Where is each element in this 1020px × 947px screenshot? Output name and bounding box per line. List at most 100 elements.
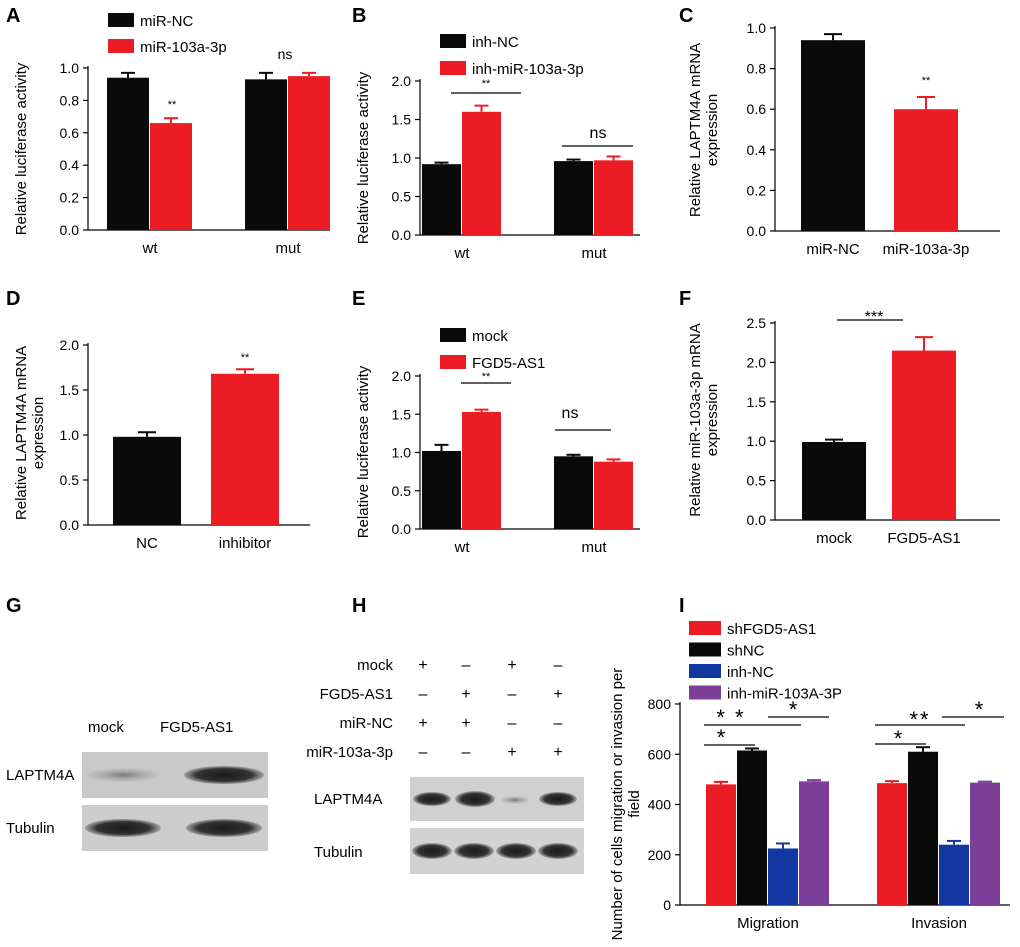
significance-annotation: ** <box>168 99 177 111</box>
y-axis-label-line: Number of cells migration or invasion pe… <box>609 668 626 941</box>
blot-h-condition-sign: + <box>553 686 562 703</box>
legend-swatch <box>440 328 466 342</box>
panel-label-e: E <box>352 288 365 310</box>
panel-label-b: B <box>352 5 366 27</box>
blot-h-condition-sign: + <box>553 744 562 761</box>
blot-h-condition-sign: + <box>507 744 516 761</box>
panel-label-c: C <box>679 5 693 27</box>
bar <box>799 781 829 905</box>
legend-label: inh-miR-103A-3P <box>727 686 842 703</box>
significance-annotation: ns <box>278 46 293 62</box>
blot-band <box>184 766 264 784</box>
blot-h-condition-sign: + <box>418 715 427 732</box>
blot-band <box>455 791 495 807</box>
bar <box>970 782 1000 905</box>
blot-h-condition-label: miR-103a-3p <box>306 744 393 761</box>
y-tick-label: 0.4 <box>747 142 767 158</box>
blot-h-condition-sign: – <box>419 686 428 703</box>
y-tick-label: 200 <box>648 847 672 863</box>
blot-h-condition-sign: – <box>462 744 471 761</box>
bar <box>768 848 798 905</box>
y-tick-label: 1.0 <box>392 445 412 461</box>
y-tick-label: 600 <box>648 746 672 762</box>
y-tick-label: 0.5 <box>60 472 80 488</box>
blot-g-row-label: LAPTM4A <box>6 767 74 784</box>
chart-panel-e: 0.0 0.5 1.0 1.5 2.0 Relative luciferase activ… <box>355 328 640 556</box>
y-tick-label: 0.0 <box>60 517 80 533</box>
x-tick-label: wt <box>454 539 471 556</box>
bar <box>594 461 633 529</box>
panel-label-d: D <box>6 288 20 310</box>
significance-annotation: * <box>975 697 986 722</box>
legend-label: mock <box>472 328 508 345</box>
bar <box>211 373 279 525</box>
y-axis-label-line: Relative miR-103a-3p mRNA <box>687 323 704 516</box>
legend-swatch <box>689 621 721 635</box>
legend-swatch <box>689 642 721 657</box>
legend-swatch <box>108 39 134 53</box>
legend-swatch <box>440 61 466 75</box>
x-tick-label: Migration <box>737 915 799 932</box>
y-tick-label: 1.5 <box>747 394 767 410</box>
bar <box>422 164 461 235</box>
x-tick-label: mock <box>816 530 852 547</box>
chart-panel-f: 0.0 0.5 1.0 1.5 2.0 2.5 Relative miR-103a-3p m… <box>687 309 1000 547</box>
significance-annotation: ** <box>922 75 931 87</box>
blot-h-condition-label: miR-NC <box>340 715 393 732</box>
bar <box>554 161 593 235</box>
y-tick-label: 800 <box>648 696 672 712</box>
blot-band <box>412 843 452 859</box>
blot-h-condition-sign: – <box>508 686 517 703</box>
y-tick-label: 0.2 <box>60 190 80 206</box>
blot-band <box>454 843 494 859</box>
y-axis-label: Number of cells migration or invasion pe… <box>609 668 643 941</box>
blot-h-condition-label: mock <box>357 657 393 674</box>
blot-h-condition-label: FGD5-AS1 <box>320 686 393 703</box>
y-tick-label: 1.0 <box>747 20 767 36</box>
y-tick-label: 0.2 <box>747 182 767 198</box>
y-tick-label: 0.8 <box>60 92 80 108</box>
blot-h-condition-sign: – <box>554 657 563 674</box>
blot-band <box>538 843 578 859</box>
blot-panel-h: LAPTM4A Tubulin mock + – + – FGD5-AS1 – + – + miR-… <box>306 657 584 874</box>
bar <box>462 111 501 235</box>
y-tick-label: 0.0 <box>392 521 412 537</box>
y-tick-label: 2.0 <box>747 354 767 370</box>
blot-g-column-label: FGD5-AS1 <box>160 719 233 736</box>
significance-annotation: ** <box>482 78 491 90</box>
significance-annotation: ** <box>241 352 250 364</box>
y-tick-label: 0.4 <box>60 157 80 173</box>
y-tick-label: 0.5 <box>392 189 412 205</box>
bar <box>894 109 958 231</box>
x-tick-label: miR-NC <box>806 241 859 258</box>
bar <box>462 411 501 529</box>
significance-annotation: ** <box>909 707 930 732</box>
bar <box>245 79 287 230</box>
significance-annotation: ns <box>562 405 579 422</box>
y-axis-label: Relative LAPTM4A mRNAexpression <box>13 346 47 520</box>
y-tick-label: 2.5 <box>747 315 767 331</box>
y-tick-label: 2.0 <box>392 73 412 89</box>
blot-g-row-label: Tubulin <box>6 820 55 837</box>
blot-g-column-label: mock <box>88 719 124 736</box>
y-axis-label: Relative LAPTM4A mRNAexpression <box>687 43 721 217</box>
chart-panel-c: 0.0 0.2 0.4 0.6 0.8 1.0 Relative LAPTM4A mRNAe… <box>687 20 1000 258</box>
y-tick-label: 0.8 <box>747 61 767 77</box>
y-axis-label: Relative luciferase activity <box>13 62 30 235</box>
significance-annotation: * <box>789 697 800 722</box>
y-tick-label: 0.5 <box>392 483 412 499</box>
panel-label-g: G <box>6 595 22 617</box>
blot-h-condition-sign: + <box>461 686 470 703</box>
y-tick-label: 2.0 <box>60 337 80 353</box>
y-tick-label: 1.0 <box>392 150 412 166</box>
blot-h-condition-sign: + <box>507 657 516 674</box>
y-tick-label: 0.5 <box>747 473 767 489</box>
legend-swatch <box>440 355 466 369</box>
blot-band <box>539 792 577 806</box>
bar <box>554 456 593 529</box>
bar <box>892 350 956 520</box>
y-tick-label: 2.0 <box>392 368 412 384</box>
bar <box>150 123 192 230</box>
chart-panel-b: 0.0 0.5 1.0 1.5 2.0 Relative luciferase activ… <box>355 34 640 262</box>
legend-label: shFGD5-AS1 <box>727 621 816 638</box>
